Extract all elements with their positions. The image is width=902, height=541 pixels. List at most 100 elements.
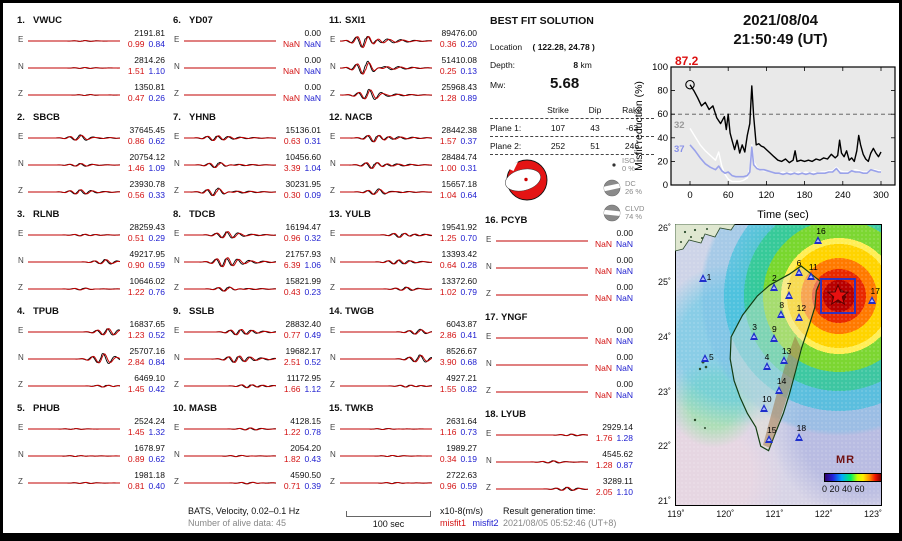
table-header-row: Strike Dip Rake — [490, 101, 654, 119]
component-label: N — [18, 159, 24, 168]
amplitude-value: 10646.02 — [129, 276, 165, 286]
trace-row-E: E 89476.00 0.36 0.20 — [329, 28, 477, 55]
amplitude-value: 11172.95 — [286, 373, 321, 383]
amplitude-value: 6043.87 — [446, 319, 477, 329]
trace-values: 28442.38 1.57 0.37 — [440, 125, 477, 146]
mr-colorbar — [824, 473, 882, 482]
waveform-plot — [340, 286, 432, 291]
misfit-values: 1.82 0.43 — [284, 454, 321, 464]
amplitude-value: 15136.01 — [285, 125, 321, 135]
component-label: N — [174, 159, 180, 168]
amplitude-value: 0.00 — [616, 228, 633, 238]
misfit1-value: 0.25 — [439, 65, 457, 76]
station-number: 14. — [329, 306, 343, 317]
result-time-value: 2021/08/05 05:52:46 (UT+8) — [503, 518, 617, 528]
misfit2-value: 0.49 — [304, 329, 321, 340]
waveform-plot — [184, 257, 276, 268]
station-block-VWUC: 1. VWUC E 2191.81 0.99 0.84 N 2814.26 1.51 1.10 Z 1… — [17, 15, 165, 111]
station-header: 13. YULB — [329, 209, 477, 222]
misfit1-value: 1.16 — [439, 426, 457, 437]
map-station-marker-11: 11 — [806, 262, 818, 280]
waveform-plot — [28, 328, 120, 336]
first-point-marker — [685, 79, 695, 90]
map-station-marker-10: 10 — [760, 394, 772, 413]
amplitude-value: 13372.60 — [441, 276, 477, 286]
waveform-plot — [28, 67, 120, 69]
trace-row-N: N 0.00 NaN NaN — [485, 352, 633, 379]
event-datetime: 2021/08/04 21:50:49 (UT) — [658, 11, 902, 49]
waveform-plot — [496, 433, 588, 437]
scalebar-label: 100 sec — [372, 519, 405, 529]
station-triangle-icon — [769, 334, 778, 343]
amplitude-value: 37645.45 — [129, 125, 165, 135]
misfit-values: 1.25 0.70 — [440, 233, 477, 243]
trace-row-N: N 25707.16 2.84 0.84 — [17, 346, 165, 373]
colorbar-title: MR — [836, 454, 856, 466]
component-label: E — [18, 132, 24, 141]
amplitude-value: 0.00 — [304, 55, 321, 65]
waveform-plot — [184, 286, 276, 292]
misfit1-value: 0.89 — [127, 453, 145, 464]
amplitude-value: 20754.12 — [129, 152, 165, 162]
trace-row-Z: Z 4927.21 1.55 0.82 — [329, 373, 477, 400]
misfit-values: 1.28 0.87 — [596, 460, 633, 470]
trace-row-N: N 8526.67 3.90 0.68 — [329, 346, 477, 373]
misfit-values: 0.99 0.84 — [128, 39, 165, 49]
trace-row-Z: Z 25968.43 1.28 0.89 — [329, 82, 477, 109]
component-label: N — [18, 256, 24, 265]
component-label: E — [174, 423, 180, 432]
waveform-plot — [340, 134, 432, 143]
trace-row-E: E 28832.40 0.77 0.49 — [173, 319, 321, 346]
component-label: N — [330, 353, 336, 362]
misfit2-value: NaN — [615, 362, 633, 373]
amplitude-value: 3289.11 — [602, 476, 633, 486]
trace-values: 0.00 NaN NaN — [595, 379, 633, 400]
depth-value: 8 — [573, 60, 579, 70]
misfit-values: 0.96 0.59 — [440, 481, 477, 491]
amplitude-value: 0.00 — [304, 82, 321, 92]
misfit2-value: 0.84 — [148, 38, 165, 49]
map-station-marker-5: 5 — [701, 352, 714, 362]
station-block-PCYB: 16. PCYB E 0.00 NaN NaN N 0.00 NaN NaN Z 0.00 NaN NaN — [485, 215, 633, 311]
misfit2-value: NaN — [303, 65, 321, 76]
station-triangle-icon — [814, 236, 823, 245]
trace-row-N: N 4545.62 1.28 0.87 — [485, 449, 633, 476]
waveform-plot — [496, 240, 588, 242]
misfit-values: NaN NaN — [595, 390, 633, 400]
station-code: NACB — [345, 112, 373, 123]
trace-values: 8526.67 3.90 0.68 — [440, 346, 477, 367]
station-triangle-icon — [794, 432, 803, 441]
station-block-TWKB: 15. TWKB E 2631.64 1.16 0.73 N 1989.27 0.34 0.19 Z… — [329, 403, 477, 499]
waveform-plot — [184, 427, 276, 431]
amplitude-value: 8526.67 — [446, 346, 477, 356]
misfit-values: 1.76 1.28 — [596, 433, 633, 443]
trace-row-N: N 51410.08 0.25 0.13 — [329, 55, 477, 82]
misfit-values: 0.51 0.29 — [128, 233, 165, 243]
station-block-RLNB: 3. RLNB E 28259.43 0.51 0.29 N 49217.95 0.90 0.59… — [17, 209, 165, 305]
trace-row-E: E 2631.64 1.16 0.73 — [329, 416, 477, 443]
station-number: 10. — [173, 403, 187, 414]
station-block-NACB: 12. NACB E 28442.38 1.57 0.37 N 28484.74 1.00 0.3… — [329, 112, 477, 208]
component-label: Z — [330, 186, 335, 195]
misfit2-value: 0.84 — [148, 356, 165, 367]
misfit2-value: 1.10 — [148, 65, 165, 76]
station-number-label: 8 — [779, 299, 785, 310]
waveform-plot — [28, 481, 120, 484]
misfit-values: 1.00 0.31 — [440, 163, 477, 173]
station-code: TWKB — [345, 403, 374, 414]
misfit2-value: 0.82 — [460, 383, 477, 394]
trace-row-N: N 2814.26 1.51 1.10 — [17, 55, 165, 82]
station-header: 16. PCYB — [485, 215, 633, 228]
misfit2-value: 1.10 — [616, 486, 633, 497]
misfit1-value: 3.90 — [439, 356, 457, 367]
component-label: E — [18, 229, 24, 238]
map-station-marker-1: 1 — [698, 272, 711, 283]
map-station-marker-18: 18 — [794, 423, 806, 441]
waveform-plot — [28, 428, 120, 430]
component-label: E — [174, 229, 180, 238]
amplitude-value: 6469.10 — [134, 373, 165, 383]
misfit2-value: NaN — [303, 92, 321, 103]
misfit1-value: 1.23 — [127, 329, 145, 340]
component-label: Z — [18, 186, 23, 195]
misfit1-value: 1.82 — [283, 453, 301, 464]
